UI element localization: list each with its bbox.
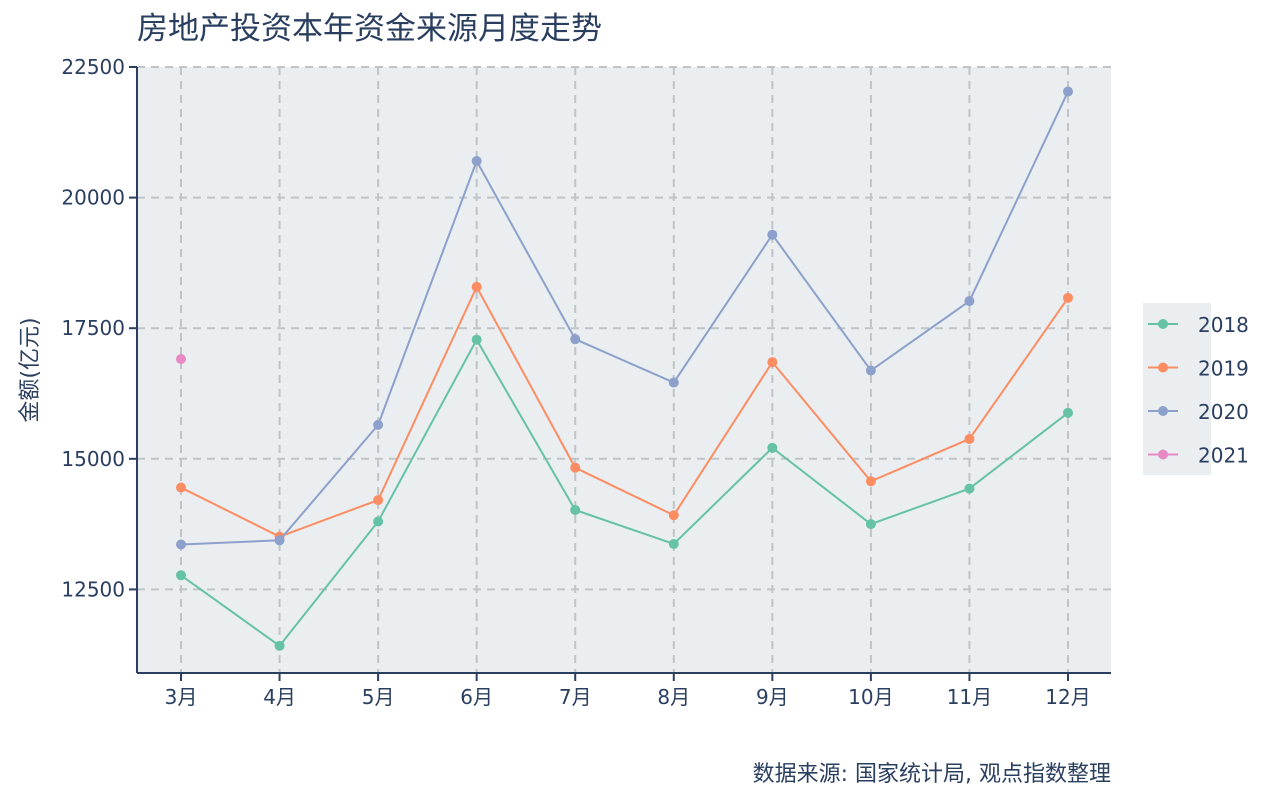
series-2021 <box>176 354 186 365</box>
data-point-2020 <box>668 377 679 388</box>
legend-box <box>1143 303 1211 475</box>
axes <box>136 67 1111 674</box>
data-point-2018 <box>668 538 679 549</box>
data-point-2019 <box>1063 292 1073 303</box>
x-tick-label: 9月 <box>756 685 789 709</box>
legend-swatch-marker <box>1158 406 1168 416</box>
y-tick-label: 22500 <box>61 55 125 79</box>
source-note: 数据来源: 国家统计局, 观点指数整理 <box>753 762 1111 787</box>
plot-area <box>137 67 1111 673</box>
series-2018 <box>176 334 1073 651</box>
x-tick-label: 8月 <box>657 685 690 709</box>
data-point-2020 <box>767 229 778 240</box>
y-tick-label: 15000 <box>61 447 125 471</box>
data-point-2019 <box>668 510 679 521</box>
legend-label: 2020 <box>1198 400 1249 424</box>
data-point-2018 <box>471 334 482 345</box>
x-tick-label: 10月 <box>848 685 893 709</box>
legend-label: 2019 <box>1198 357 1249 381</box>
y-tick-label: 12500 <box>61 577 125 601</box>
data-point-2020 <box>865 365 876 376</box>
y-tick-label: 17500 <box>61 316 125 340</box>
data-point-2020 <box>176 539 186 550</box>
data-point-2020 <box>373 419 384 430</box>
data-point-2019 <box>964 433 975 444</box>
legend-item-2020[interactable]: 2020 <box>1148 400 1249 424</box>
data-point-2018 <box>1063 407 1073 418</box>
legend-label: 2021 <box>1198 444 1249 468</box>
data-point-2018 <box>767 442 778 453</box>
y-axis-label: 金额(亿元) <box>18 317 43 422</box>
series-group <box>176 86 1073 651</box>
data-point-2019 <box>767 357 778 368</box>
x-tick-label: 11月 <box>947 685 992 709</box>
data-point-2020 <box>964 296 975 307</box>
data-point-2018 <box>865 519 876 530</box>
data-point-2020 <box>274 535 285 546</box>
data-point-2019 <box>176 482 186 493</box>
data-point-2018 <box>274 640 285 651</box>
data-point-2019 <box>471 281 482 292</box>
chart-title: 房地产投资本年资金来源月度走势 <box>137 11 602 47</box>
x-axis-ticks: 3月 4月 5月 6月 7月 8月 9月 10月 11月 12月 <box>165 673 1091 709</box>
data-point-2021 <box>176 354 186 365</box>
legend-swatch-marker <box>1158 449 1168 460</box>
data-point-2018 <box>570 505 581 516</box>
series-line-2019 <box>180 284 1069 538</box>
x-tick-label: 4月 <box>263 685 296 709</box>
data-point-2020 <box>570 334 581 345</box>
series-line-2020 <box>180 91 1069 546</box>
series-line-2018 <box>180 337 1069 648</box>
data-point-2019 <box>865 476 876 487</box>
x-tick-label: 3月 <box>165 685 198 709</box>
data-point-2019 <box>373 495 384 506</box>
gridlines <box>137 66 1111 673</box>
data-point-2018 <box>176 570 186 581</box>
series-2019 <box>176 281 1073 542</box>
y-axis-ticks: 12500 15000 17500 20000 22500 <box>61 55 137 601</box>
legend-item-2018[interactable]: 2018 <box>1148 313 1249 337</box>
legend-item-2021[interactable]: 2021 <box>1148 444 1249 468</box>
x-tick-label: 6月 <box>460 685 493 709</box>
data-point-2020 <box>1063 86 1073 97</box>
data-point-2020 <box>471 156 482 167</box>
legend: 2018 2019 2020 2021 <box>1143 303 1249 475</box>
legend-swatch-marker <box>1158 362 1168 373</box>
x-tick-label: 7月 <box>559 685 592 709</box>
legend-swatch-marker <box>1158 319 1168 329</box>
data-point-2019 <box>570 462 581 473</box>
x-tick-label: 12月 <box>1045 685 1090 709</box>
legend-item-2019[interactable]: 2019 <box>1148 357 1249 381</box>
data-point-2018 <box>964 483 975 494</box>
data-point-2018 <box>373 516 384 527</box>
legend-label: 2018 <box>1198 313 1249 337</box>
y-tick-label: 20000 <box>61 186 125 210</box>
series-2020 <box>176 86 1073 550</box>
x-tick-label: 5月 <box>362 685 395 709</box>
